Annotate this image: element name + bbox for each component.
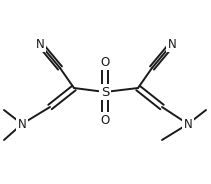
Text: N: N (36, 38, 44, 50)
Text: N: N (18, 118, 26, 130)
Text: S: S (101, 86, 109, 98)
Text: N: N (184, 118, 192, 130)
Text: O: O (100, 114, 110, 127)
Text: O: O (100, 56, 110, 68)
Text: N: N (168, 38, 176, 50)
